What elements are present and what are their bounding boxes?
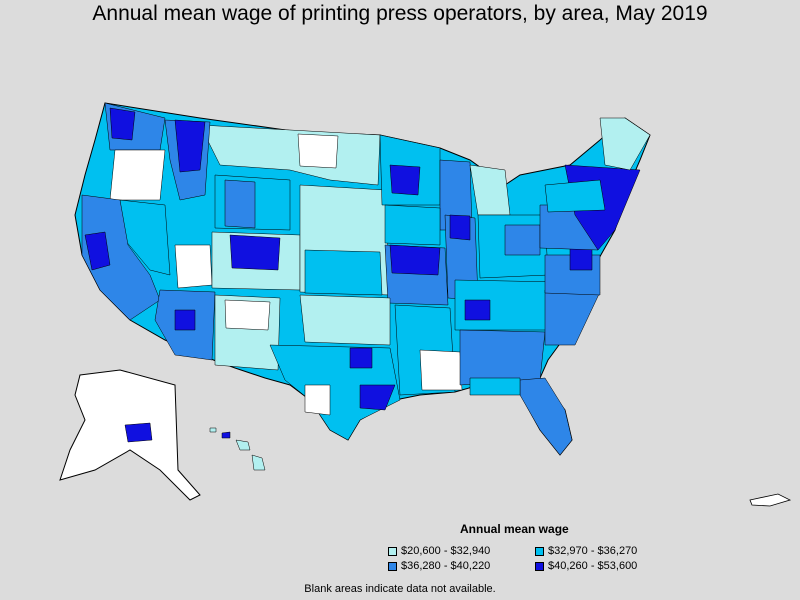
hawaii-islands [209,427,266,471]
region-florida-north [469,377,521,396]
legend-label-mid-low: $32,970 - $36,270 [548,545,638,557]
legend-item-mid-high: $36,280 - $40,220 [388,560,490,572]
legend-label-low: $20,600 - $32,940 [401,545,491,557]
region-dallas [349,347,373,369]
region-wyoming-mid [224,179,256,229]
region-chicago [449,214,471,241]
region-kc-stl [389,244,441,276]
legend-title: Annual mean wage [460,522,569,536]
puerto-rico [749,493,792,507]
region-ohio-mid [504,224,541,256]
region-florida [519,377,573,456]
region-minneapolis [389,164,421,196]
region-alabama-georgia [459,329,546,386]
region-phoenix [174,309,196,331]
hawaii-oahu [221,431,231,439]
blank-areas-note: Blank areas indicate data not available. [304,583,496,595]
legend-swatch-low [388,546,397,556]
legend-swatch-mid-low [535,546,544,556]
region-nashville [464,299,491,321]
alaska-anchorage [124,422,153,443]
legend-item-mid-low: $32,970 - $36,270 [535,545,637,557]
region-patches [81,102,651,456]
region-new-york [544,179,606,213]
region-idaho-high [174,119,206,173]
region-mississippi [419,349,463,391]
region-seattle [109,107,136,141]
region-carolinas [544,289,601,346]
legend-item-high: $40,260 - $53,600 [535,560,637,572]
legend-item-low: $20,600 - $32,940 [388,545,490,557]
alaska [59,369,201,501]
region-nm-blank [224,299,271,331]
region-utah-blank [174,244,213,289]
region-oregon-blank [109,149,166,201]
region-texas [269,344,401,441]
legend-swatch-mid-high [388,561,397,571]
region-texas-west-blank [304,384,331,416]
legend-label-mid-high: $36,280 - $40,220 [401,560,491,572]
region-houston [359,384,396,411]
region-maine [599,117,651,171]
legend-label-high: $40,260 - $53,600 [548,560,638,572]
region-denver [229,234,281,271]
region-bay-area [84,231,111,271]
legend-swatch-high [535,561,544,571]
map-title: Annual mean wage of printing press opera… [92,2,708,25]
hawaii [209,427,266,471]
region-iowa [384,204,441,246]
region-north-dakota-blank [297,133,339,169]
region-kansas-mid [304,249,383,296]
region-oklahoma [299,294,391,346]
